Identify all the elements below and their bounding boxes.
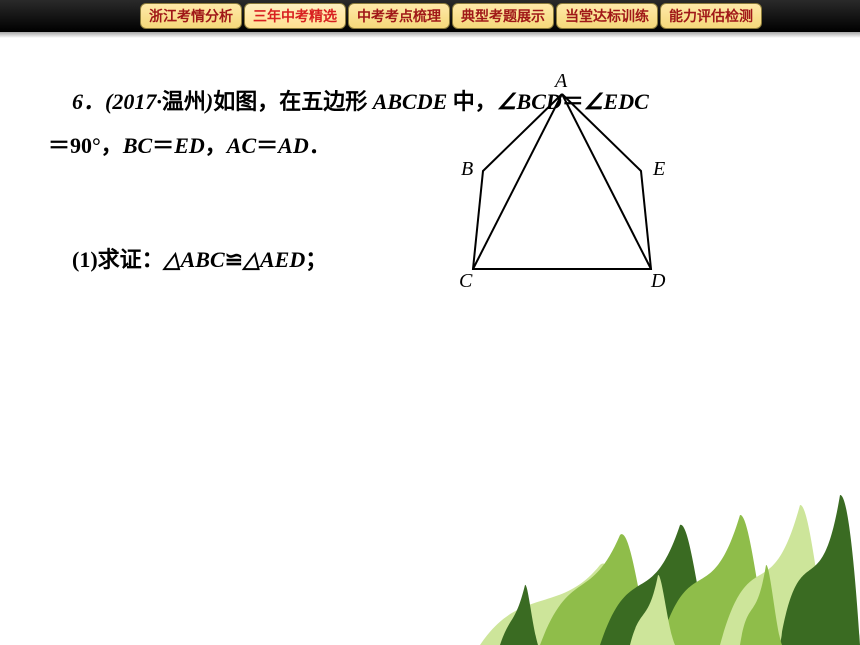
label-b: B (461, 158, 473, 181)
semicolon: ； (305, 247, 327, 272)
text-cn-1: 如图，在五边形 (213, 89, 373, 114)
question-label: 求证： (98, 247, 164, 272)
tab-label: 三年中考精选 (253, 8, 337, 24)
problem-statement-line2: ＝90°，BC＝ED，AC＝AD． (48, 124, 812, 168)
pentagon-figure: A B E C D (455, 86, 675, 291)
top-nav-bar: 浙江考情分析 三年中考精选 中考考点梳理 典型考题展示 当堂达标训练 能力评估检… (0, 0, 860, 32)
label-c: C (459, 270, 472, 293)
eq-sign-3: ＝ (256, 133, 278, 158)
topbar-shadow (0, 32, 860, 38)
figure-svg (455, 86, 675, 286)
sub-question-1: (1)求证：△ABC≌△AED； (48, 238, 812, 282)
label-d: D (651, 270, 665, 293)
comma-1: ， (205, 133, 227, 158)
seg-ac: AC (227, 133, 256, 158)
seg-ed: ED (174, 133, 205, 158)
grass-decoration (480, 465, 860, 645)
slide-content: 6．(2017·温州)如图，在五边形 ABCDE 中，∠BCD＝∠EDC ＝90… (0, 32, 860, 282)
period: ． (309, 133, 331, 158)
triangle-aed: △AED (243, 247, 305, 272)
source-prefix: (2017· (105, 89, 162, 114)
tab-label: 中考考点梳理 (357, 8, 441, 24)
problem-number: 6． (72, 89, 105, 114)
source-city: 温州 (162, 89, 206, 114)
pentagon-outline (473, 94, 651, 269)
pentagon-name: ABCDE (373, 89, 448, 114)
tab-three-year[interactable]: 三年中考精选 (244, 3, 346, 29)
diagonal-ac (473, 94, 562, 269)
label-e: E (653, 158, 665, 181)
eq-sign-2: ＝ (152, 133, 174, 158)
tab-assessment[interactable]: 能力评估检测 (660, 3, 762, 29)
seg-ad: AD (278, 133, 309, 158)
tab-label: 浙江考情分析 (149, 8, 233, 24)
tab-examples[interactable]: 典型考题展示 (452, 3, 554, 29)
problem-statement-line1: 6．(2017·温州)如图，在五边形 ABCDE 中，∠BCD＝∠EDC (48, 80, 812, 124)
tab-analysis[interactable]: 浙江考情分析 (140, 3, 242, 29)
triangle-abc: △ABC (164, 247, 225, 272)
seg-bc: BC (123, 133, 152, 158)
question-index: (1) (72, 247, 98, 272)
tab-label: 典型考题展示 (461, 8, 545, 24)
label-a: A (555, 70, 567, 93)
congruent-symbol: ≌ (225, 247, 243, 272)
tab-label: 当堂达标训练 (565, 8, 649, 24)
tab-practice[interactable]: 当堂达标训练 (556, 3, 658, 29)
tab-points[interactable]: 中考考点梳理 (348, 3, 450, 29)
diagonal-ad (562, 94, 651, 269)
tab-label: 能力评估检测 (669, 8, 753, 24)
eq-90: ＝90°， (48, 133, 123, 158)
